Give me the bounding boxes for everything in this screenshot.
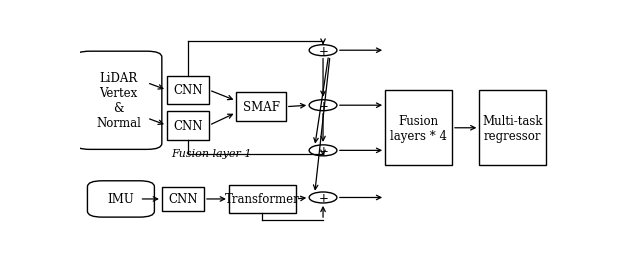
Text: $+$: $+$ bbox=[317, 191, 328, 204]
Text: $+$: $+$ bbox=[317, 44, 328, 57]
FancyBboxPatch shape bbox=[236, 93, 286, 121]
FancyBboxPatch shape bbox=[229, 185, 296, 213]
FancyBboxPatch shape bbox=[167, 76, 209, 105]
FancyBboxPatch shape bbox=[385, 91, 452, 165]
Text: LiDAR
Vertex
&
Normal: LiDAR Vertex & Normal bbox=[96, 72, 141, 130]
Text: Transformer: Transformer bbox=[225, 193, 300, 206]
FancyBboxPatch shape bbox=[88, 181, 154, 217]
Text: SMAF: SMAF bbox=[243, 101, 280, 114]
Text: IMU: IMU bbox=[108, 193, 134, 206]
Text: Fusion layer 1: Fusion layer 1 bbox=[171, 149, 252, 159]
Text: Fusion
layers * 4: Fusion layers * 4 bbox=[390, 114, 447, 142]
Text: Multi-task
regressor: Multi-task regressor bbox=[483, 114, 543, 142]
Text: $+$: $+$ bbox=[317, 99, 328, 112]
FancyBboxPatch shape bbox=[167, 112, 209, 140]
Text: CNN: CNN bbox=[173, 84, 203, 97]
Text: CNN: CNN bbox=[168, 193, 198, 206]
Text: CNN: CNN bbox=[173, 119, 203, 132]
FancyBboxPatch shape bbox=[75, 52, 162, 150]
FancyBboxPatch shape bbox=[479, 91, 547, 165]
FancyBboxPatch shape bbox=[162, 187, 204, 211]
Text: $+$: $+$ bbox=[317, 144, 328, 157]
